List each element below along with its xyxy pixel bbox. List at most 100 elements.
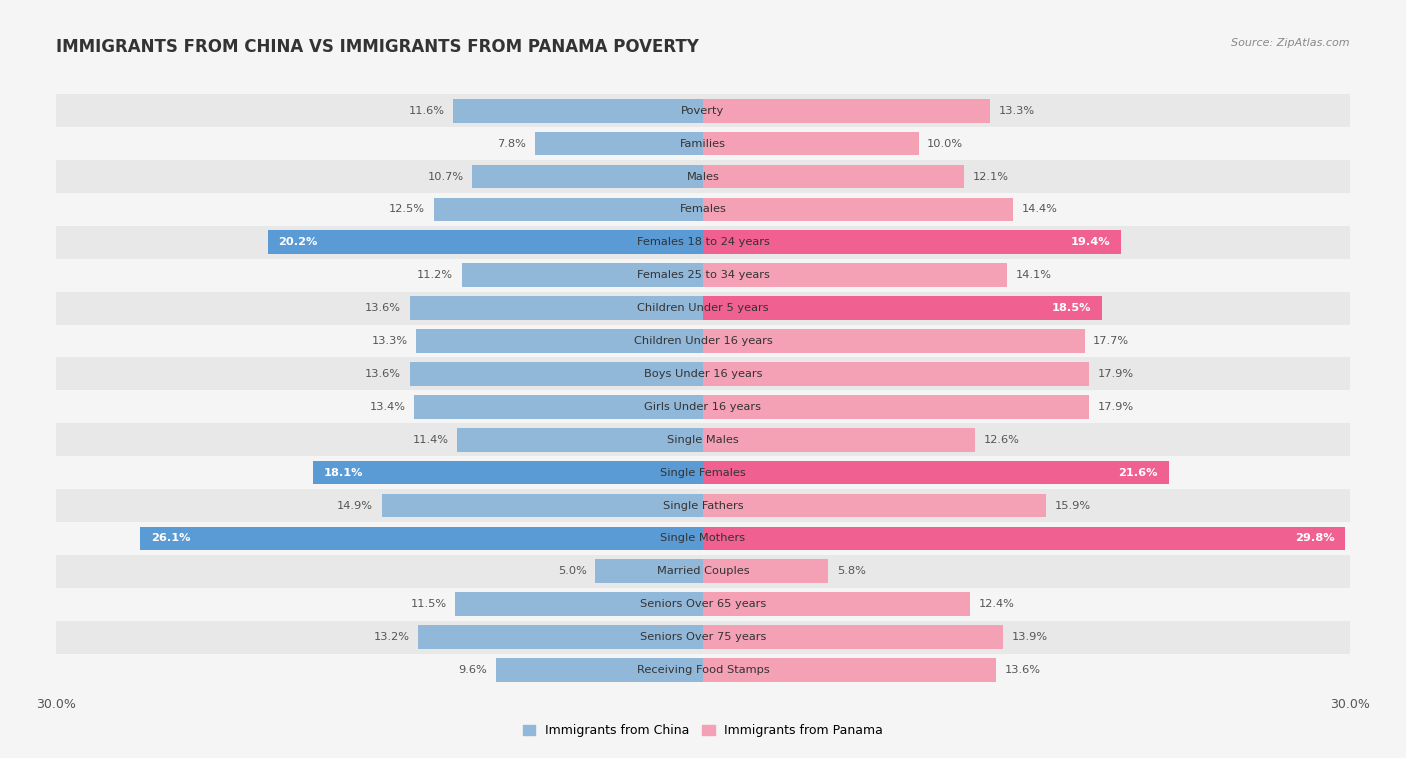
Bar bbox=[703, 263, 1007, 287]
Bar bbox=[703, 559, 828, 583]
Text: 18.1%: 18.1% bbox=[323, 468, 363, 478]
Text: 12.4%: 12.4% bbox=[979, 600, 1015, 609]
Bar bbox=[56, 258, 1350, 292]
Bar bbox=[56, 587, 1350, 621]
Bar bbox=[703, 132, 918, 155]
Text: Males: Males bbox=[686, 171, 720, 181]
Text: IMMIGRANTS FROM CHINA VS IMMIGRANTS FROM PANAMA POVERTY: IMMIGRANTS FROM CHINA VS IMMIGRANTS FROM… bbox=[56, 38, 699, 56]
Bar bbox=[595, 559, 703, 583]
Text: Married Couples: Married Couples bbox=[657, 566, 749, 576]
Bar bbox=[141, 527, 703, 550]
Text: 10.0%: 10.0% bbox=[927, 139, 963, 149]
Bar bbox=[703, 99, 990, 123]
Text: 19.4%: 19.4% bbox=[1071, 237, 1111, 247]
Bar bbox=[415, 395, 703, 418]
Text: 9.6%: 9.6% bbox=[458, 665, 488, 675]
Text: 12.1%: 12.1% bbox=[973, 171, 1008, 181]
Bar bbox=[56, 621, 1350, 653]
Text: 17.7%: 17.7% bbox=[1094, 336, 1129, 346]
Text: Families: Families bbox=[681, 139, 725, 149]
Text: Poverty: Poverty bbox=[682, 105, 724, 116]
Bar bbox=[433, 198, 703, 221]
Text: 15.9%: 15.9% bbox=[1054, 500, 1091, 511]
Text: 5.0%: 5.0% bbox=[558, 566, 586, 576]
Text: 10.7%: 10.7% bbox=[427, 171, 464, 181]
Text: 12.6%: 12.6% bbox=[983, 435, 1019, 445]
Text: 17.9%: 17.9% bbox=[1098, 402, 1133, 412]
Text: Children Under 16 years: Children Under 16 years bbox=[634, 336, 772, 346]
Bar bbox=[472, 164, 703, 188]
Bar bbox=[461, 263, 703, 287]
Text: 29.8%: 29.8% bbox=[1295, 534, 1334, 543]
Bar bbox=[267, 230, 703, 254]
Text: Source: ZipAtlas.com: Source: ZipAtlas.com bbox=[1232, 38, 1350, 48]
Text: Seniors Over 65 years: Seniors Over 65 years bbox=[640, 600, 766, 609]
Bar bbox=[703, 593, 970, 616]
Text: 12.5%: 12.5% bbox=[389, 205, 425, 215]
Text: Receiving Food Stamps: Receiving Food Stamps bbox=[637, 665, 769, 675]
Bar bbox=[703, 428, 974, 452]
Text: 13.2%: 13.2% bbox=[374, 632, 409, 642]
Bar bbox=[534, 132, 703, 155]
Bar bbox=[56, 653, 1350, 687]
Bar bbox=[703, 164, 965, 188]
Text: Boys Under 16 years: Boys Under 16 years bbox=[644, 369, 762, 379]
Bar bbox=[56, 193, 1350, 226]
Bar bbox=[56, 127, 1350, 160]
Text: 11.2%: 11.2% bbox=[418, 270, 453, 280]
Bar bbox=[703, 527, 1346, 550]
Text: 13.4%: 13.4% bbox=[370, 402, 405, 412]
Text: 18.5%: 18.5% bbox=[1052, 303, 1091, 313]
Text: 11.6%: 11.6% bbox=[408, 105, 444, 116]
Bar bbox=[457, 428, 703, 452]
Text: 13.6%: 13.6% bbox=[1005, 665, 1040, 675]
Text: Girls Under 16 years: Girls Under 16 years bbox=[644, 402, 762, 412]
Bar bbox=[416, 329, 703, 353]
Bar bbox=[409, 296, 703, 320]
Bar bbox=[56, 324, 1350, 358]
Bar bbox=[56, 226, 1350, 258]
Text: 17.9%: 17.9% bbox=[1098, 369, 1133, 379]
Text: 5.8%: 5.8% bbox=[837, 566, 866, 576]
Text: 20.2%: 20.2% bbox=[278, 237, 318, 247]
Bar bbox=[703, 395, 1088, 418]
Text: Females 18 to 24 years: Females 18 to 24 years bbox=[637, 237, 769, 247]
Text: 7.8%: 7.8% bbox=[498, 139, 526, 149]
Bar bbox=[703, 658, 997, 682]
Text: Females 25 to 34 years: Females 25 to 34 years bbox=[637, 270, 769, 280]
Text: Single Males: Single Males bbox=[666, 435, 740, 445]
Text: 13.3%: 13.3% bbox=[998, 105, 1035, 116]
Legend: Immigrants from China, Immigrants from Panama: Immigrants from China, Immigrants from P… bbox=[523, 725, 883, 738]
Bar bbox=[703, 461, 1168, 484]
Bar bbox=[382, 493, 703, 518]
Bar bbox=[56, 456, 1350, 489]
Text: 21.6%: 21.6% bbox=[1118, 468, 1159, 478]
Bar bbox=[703, 362, 1088, 386]
Bar bbox=[419, 625, 703, 649]
Bar bbox=[453, 99, 703, 123]
Bar bbox=[56, 489, 1350, 522]
Bar bbox=[496, 658, 703, 682]
Bar bbox=[703, 198, 1014, 221]
Text: 13.6%: 13.6% bbox=[366, 369, 401, 379]
Bar bbox=[456, 593, 703, 616]
Text: 14.9%: 14.9% bbox=[337, 500, 373, 511]
Bar bbox=[703, 625, 1002, 649]
Text: 26.1%: 26.1% bbox=[150, 534, 191, 543]
Bar bbox=[56, 555, 1350, 587]
Bar bbox=[56, 423, 1350, 456]
Bar bbox=[56, 358, 1350, 390]
Bar bbox=[703, 329, 1084, 353]
Text: Children Under 5 years: Children Under 5 years bbox=[637, 303, 769, 313]
Text: Single Fathers: Single Fathers bbox=[662, 500, 744, 511]
Bar bbox=[703, 493, 1046, 518]
Text: Single Mothers: Single Mothers bbox=[661, 534, 745, 543]
Text: 13.6%: 13.6% bbox=[366, 303, 401, 313]
Text: 14.4%: 14.4% bbox=[1022, 205, 1057, 215]
Bar bbox=[312, 461, 703, 484]
Bar bbox=[409, 362, 703, 386]
Bar bbox=[56, 94, 1350, 127]
Bar bbox=[703, 296, 1102, 320]
Bar bbox=[703, 230, 1121, 254]
Bar bbox=[56, 390, 1350, 423]
